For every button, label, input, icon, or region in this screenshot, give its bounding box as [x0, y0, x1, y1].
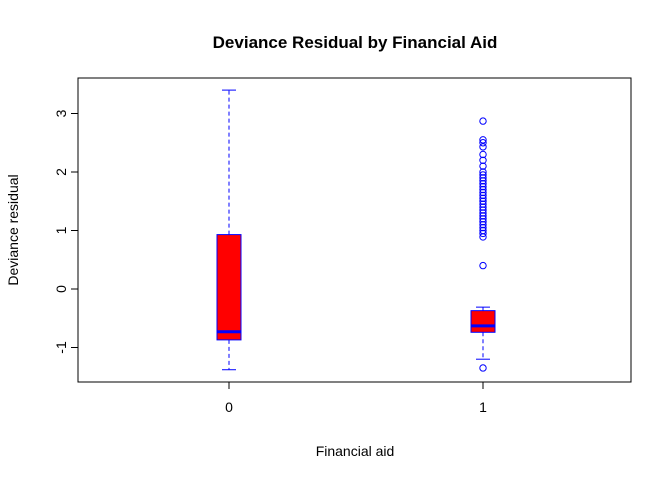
outlier-point	[479, 136, 487, 144]
outlier-point	[479, 182, 487, 191]
y-axis: -1 0 1 2 3	[53, 109, 79, 354]
outlier-point	[479, 191, 487, 200]
boxplot-0	[216, 89, 242, 371]
box	[216, 234, 242, 341]
outlier-point	[479, 174, 487, 182]
outlier-point	[479, 143, 487, 151]
outlier-point	[479, 185, 487, 194]
plot-frame	[77, 77, 632, 383]
y-axis-label: Deviance residual	[5, 174, 21, 285]
outlier-point	[479, 168, 487, 176]
x-axis-label: Financial aid	[316, 443, 395, 459]
y-tick-label: -1	[53, 341, 69, 354]
outlier-point	[479, 139, 487, 147]
outlier-point	[479, 223, 487, 232]
outlier-point	[479, 364, 487, 372]
boxplot-1	[470, 117, 496, 372]
x-tick-label: 0	[225, 399, 233, 415]
outlier-point	[479, 220, 487, 229]
outlier-point	[479, 200, 487, 208]
boxplots	[216, 89, 496, 372]
outlier-point	[479, 218, 487, 226]
outlier-point	[479, 150, 487, 159]
box	[470, 310, 496, 333]
outlier-point	[479, 177, 487, 185]
x-tick-label: 1	[479, 399, 487, 415]
outlier-point	[479, 209, 487, 217]
outlier-point	[479, 180, 487, 188]
y-tick-label: 1	[53, 226, 69, 234]
outlier-point	[479, 226, 487, 235]
outlier-point	[479, 171, 487, 179]
y-tick-label: 3	[53, 109, 69, 117]
outlier-point	[479, 215, 487, 223]
outlier-point	[479, 188, 487, 197]
outlier-point	[479, 162, 487, 170]
outlier-point	[479, 206, 487, 214]
outlier-point	[479, 156, 487, 165]
outlier-point	[479, 261, 487, 270]
outlier-point	[479, 212, 487, 220]
outlier-point	[479, 117, 487, 125]
chart-title: Deviance Residual by Financial Aid	[213, 33, 498, 52]
outlier-point	[479, 203, 487, 211]
outlier-point	[479, 194, 487, 203]
outlier-point	[479, 197, 487, 205]
y-tick-label: 2	[53, 168, 69, 176]
y-tick-label: 0	[53, 285, 69, 293]
outlier-point	[479, 229, 487, 238]
